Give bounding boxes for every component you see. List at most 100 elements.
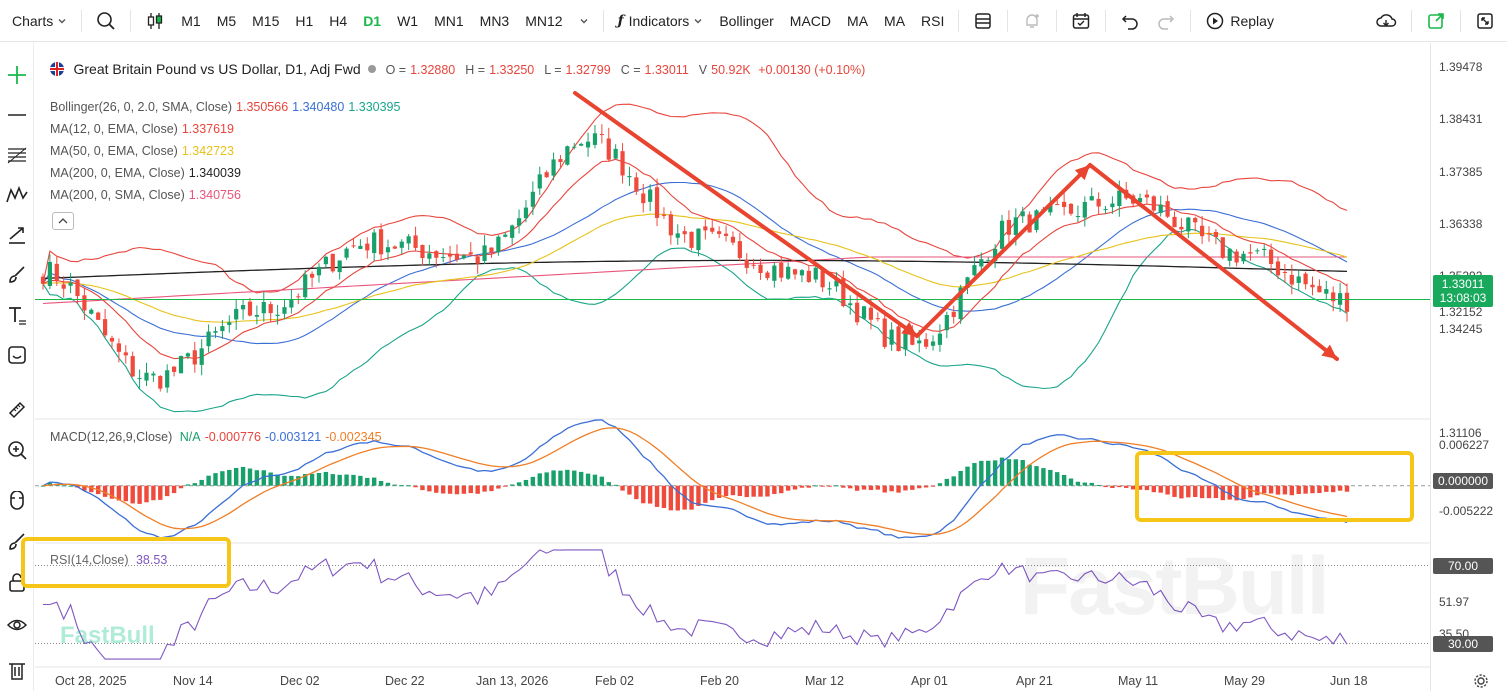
macd-histogram-bar	[820, 485, 825, 487]
calendar-button[interactable]	[1063, 0, 1099, 42]
macd-histogram-bar	[1006, 459, 1012, 486]
indicators-button[interactable]: ƒ Indicators	[610, 0, 712, 42]
indicator-shortcut-ma[interactable]: MA	[884, 12, 906, 29]
indicator-shortcut-ma[interactable]: MA	[847, 12, 869, 29]
brush-tool-icon[interactable]	[4, 262, 30, 288]
macd-histogram-bar	[958, 470, 963, 486]
indicator-shortcut-macd[interactable]: MACD	[789, 12, 832, 29]
candle-body	[137, 378, 142, 380]
replay-button[interactable]: Replay	[1197, 0, 1282, 42]
ruler-tool-icon[interactable]	[4, 397, 30, 423]
candle-body	[682, 231, 687, 235]
macd-histogram-bar	[1241, 485, 1246, 499]
indicator-legend-row[interactable]: MA(200, 0, EMA, Close) 1.340039	[50, 166, 241, 180]
trend-line-tool-icon[interactable]	[4, 102, 30, 128]
candle-body	[454, 253, 460, 260]
time-axis-label: Nov 14	[173, 674, 213, 688]
indicators-label: Indicators	[628, 12, 690, 29]
time-axis-label: Dec 22	[385, 674, 425, 688]
candle-body	[592, 133, 598, 145]
candle-body	[213, 331, 218, 333]
charts-menu[interactable]: Charts	[0, 0, 75, 42]
candle-body	[399, 241, 404, 248]
settings-gear-icon[interactable]	[1473, 673, 1489, 691]
undo-button[interactable]	[1112, 0, 1148, 42]
fib-retracement-tool-icon[interactable]	[4, 142, 30, 168]
macd-histogram-bar	[316, 472, 322, 486]
indicator-shortcut-rsi[interactable]: RSI	[921, 12, 945, 29]
open-new-window-button[interactable]	[1418, 0, 1454, 42]
candle-body	[40, 276, 46, 284]
macd-histogram-bar	[378, 480, 384, 486]
indicator-legend-row[interactable]: MA(12, 0, EMA, Close) 1.337619	[50, 122, 234, 136]
eye-icon[interactable]	[4, 612, 30, 638]
indicator-value: 1.330395	[348, 100, 401, 114]
text-tool-icon[interactable]	[4, 302, 30, 328]
layout-button[interactable]	[965, 0, 1001, 42]
macd-label: MACD(12,26,9,Close)	[50, 430, 173, 444]
macd-histogram-bar	[868, 485, 874, 491]
trash-icon[interactable]	[4, 657, 30, 683]
indicator-legend-row[interactable]: MA(50, 0, EMA, Close) 1.342723	[50, 144, 234, 158]
fullscreen-button[interactable]	[1467, 0, 1507, 42]
redo-button[interactable]	[1148, 0, 1184, 42]
candle-body	[654, 187, 660, 218]
timeframe-m1[interactable]: M1	[181, 12, 201, 29]
macd-histogram-bar	[1048, 469, 1053, 486]
timeframe-m5[interactable]: M5	[216, 12, 237, 29]
pattern-tool-icon[interactable]	[4, 182, 30, 208]
timeframe-h4[interactable]: H4	[329, 12, 348, 29]
candle-body	[1048, 204, 1053, 213]
timeframe-mn3[interactable]: MN3	[479, 12, 510, 29]
candle-body	[482, 245, 487, 262]
macd-histogram-bar	[903, 485, 908, 491]
collapse-legend-button[interactable]	[52, 212, 74, 230]
market-status-dot	[368, 65, 377, 73]
candle-body	[309, 273, 315, 278]
macd-histogram-bar	[1234, 485, 1239, 501]
trend-arrow-head	[1074, 165, 1090, 181]
zoom-in-icon[interactable]	[4, 437, 30, 463]
cloud-save-button[interactable]	[1367, 0, 1405, 42]
ma12-ema-line	[42, 158, 1348, 360]
magnet-tool-icon[interactable]	[4, 489, 30, 515]
search-button[interactable]	[88, 0, 124, 42]
candle-body	[192, 350, 197, 365]
crosshair-tool-icon[interactable]	[4, 62, 30, 88]
macd-histogram-bar	[848, 485, 853, 489]
macd-histogram-bar	[1137, 485, 1143, 490]
timeframe-mn1[interactable]: MN1	[434, 12, 464, 29]
chart-canvas[interactable]	[35, 43, 1430, 668]
macd-histogram-bar	[992, 460, 998, 486]
macd-histogram-bar	[475, 485, 480, 494]
timeframe-w1[interactable]: W1	[397, 12, 419, 29]
rsi-legend: RSI(14,Close) 38.53	[50, 553, 167, 567]
timeframe-d1[interactable]: D1	[363, 12, 382, 29]
timeframe-h1[interactable]: H1	[295, 12, 314, 29]
candle-body	[1117, 190, 1122, 207]
macd-histogram-bar	[965, 466, 970, 486]
candle-body	[744, 259, 749, 268]
chart-type-button[interactable]	[137, 0, 173, 42]
projection-tool-icon[interactable]	[4, 222, 30, 248]
emoji-tool-icon[interactable]	[4, 342, 30, 368]
candle-body	[986, 260, 991, 262]
indicator-shortcut-bollinger[interactable]: Bollinger	[719, 12, 774, 29]
timeframe-mn12[interactable]: MN12	[525, 12, 563, 29]
ohlc-key: O =	[385, 63, 407, 77]
candle-body	[337, 260, 342, 273]
macd-histogram-bar	[171, 485, 177, 494]
eraser-brush-icon[interactable]	[4, 529, 30, 555]
macd-histogram-bar	[89, 485, 94, 493]
candle-body	[1158, 204, 1163, 213]
indicator-legend-row[interactable]: Bollinger(26, 0, 2.0, SMA, Close) 1.35056…	[50, 100, 400, 114]
more-timeframes-chevron-icon[interactable]	[571, 0, 597, 42]
price-axis-label: 1.34245	[1439, 321, 1483, 336]
macd-histogram-bar	[164, 485, 170, 497]
macd-histogram-bar	[1103, 485, 1108, 488]
price-axis[interactable]: 1.394781.384311.373851.363381.352921.342…	[1430, 43, 1507, 691]
candle-body	[1165, 201, 1170, 217]
timeframe-m15[interactable]: M15	[252, 12, 280, 29]
indicator-legend-row[interactable]: MA(200, 0, SMA, Close) 1.340756	[50, 188, 241, 202]
alert-button[interactable]	[1014, 0, 1050, 42]
